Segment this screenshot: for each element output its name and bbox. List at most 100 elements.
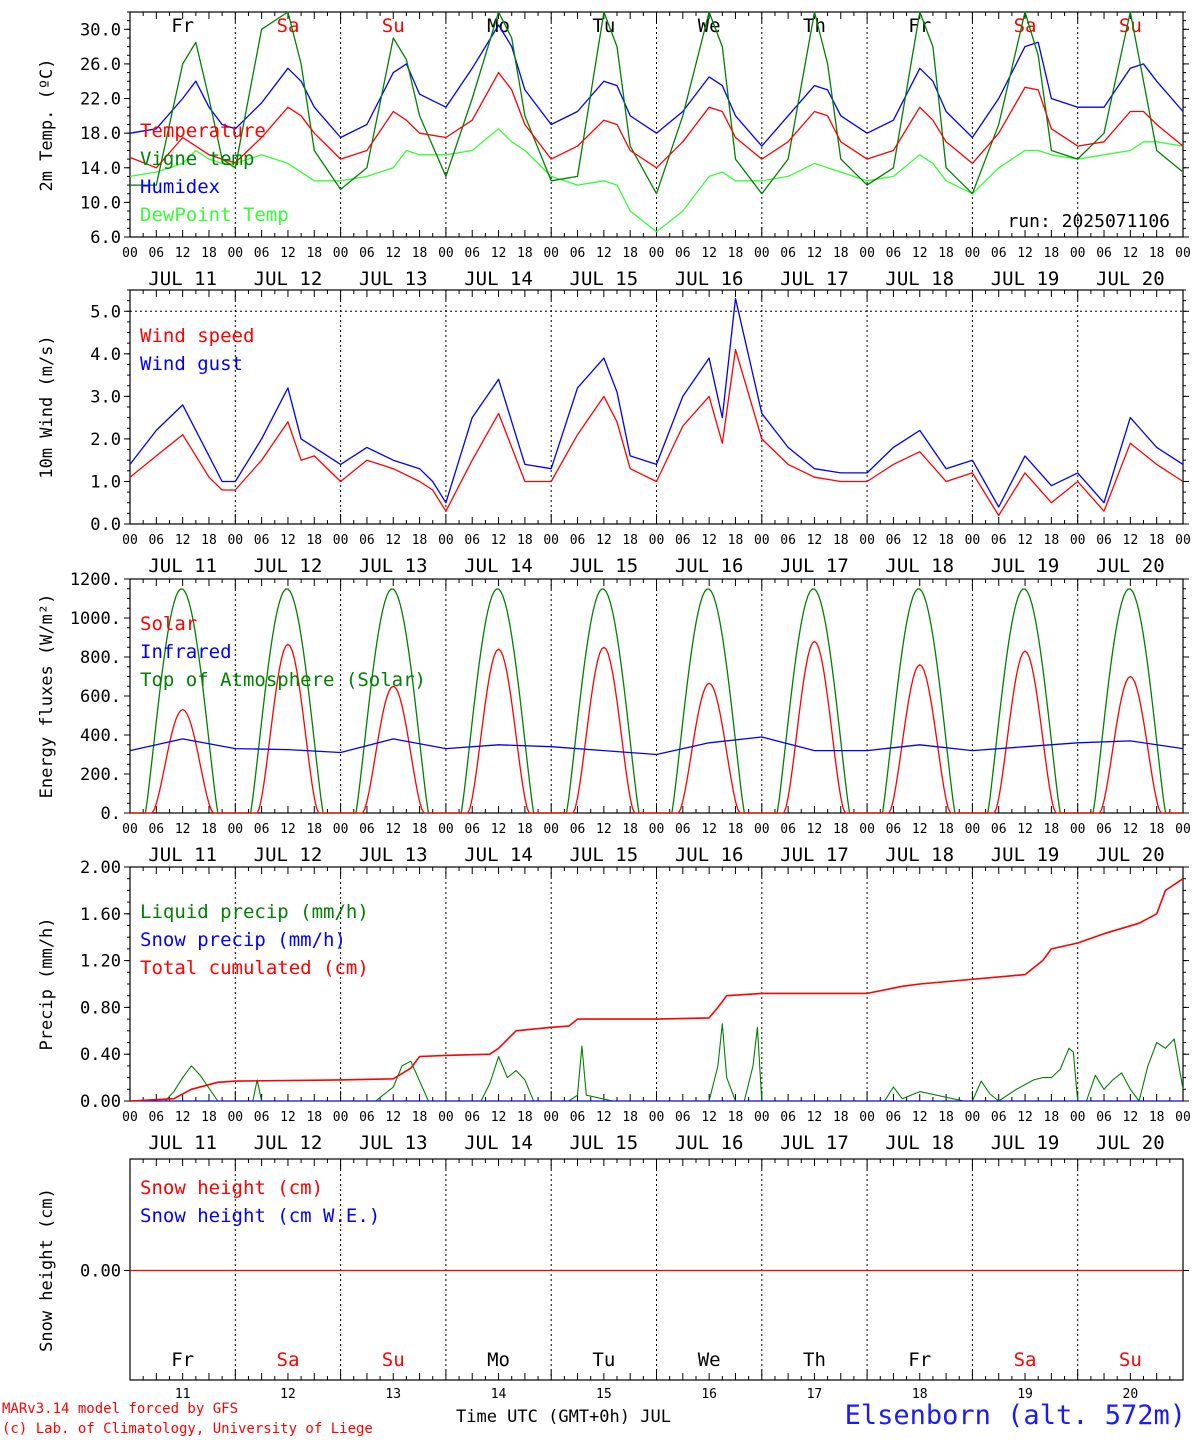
hour-tick-label: 18: [728, 822, 744, 837]
hour-tick-label: 06: [570, 246, 586, 261]
y-tick-label: 1.60: [80, 905, 121, 925]
hour-tick-label: 12: [491, 246, 507, 261]
hour-tick-label: 18: [201, 246, 217, 261]
hour-tick-label: 12: [807, 1110, 823, 1125]
hour-tick-label: 00: [543, 533, 559, 548]
hour-tick-label: 00: [227, 1110, 243, 1125]
hour-tick-label: 18: [412, 533, 428, 548]
y-tick-label: 600.: [80, 687, 121, 707]
date-label: JUL 18: [885, 555, 954, 577]
date-label: JUL 15: [570, 555, 639, 577]
date-label: JUL 12: [254, 844, 323, 866]
hour-tick-label: 00: [1175, 822, 1191, 837]
date-label: JUL 13: [359, 1132, 428, 1154]
hour-tick-label: 12: [280, 533, 296, 548]
date-label: JUL 20: [1096, 1132, 1165, 1154]
series-line-temperature: [129, 71, 1184, 169]
hour-tick-label: 12: [1017, 1110, 1033, 1125]
legend-infrared: Infrared: [140, 641, 232, 663]
hour-tick-label: 00: [122, 246, 138, 261]
day-label: We: [698, 1349, 721, 1371]
y-tick-label: 1200.: [70, 570, 121, 590]
legend-snow-height-cm-w-e: Snow height (cm W.E.): [140, 1205, 380, 1227]
date-label: JUL 15: [570, 268, 639, 290]
hour-tick-label: 18: [833, 246, 849, 261]
hour-tick-label: 06: [464, 822, 480, 837]
y-tick-label: 200.: [80, 765, 121, 785]
hour-tick-label: 18: [201, 533, 217, 548]
day-label: Sa: [277, 1349, 300, 1371]
hour-tick-label: 06: [886, 533, 902, 548]
hour-tick-label: 18: [1149, 1110, 1165, 1125]
y-tick-label: 18.0: [80, 124, 121, 144]
y-axis-label: Snow height (cm): [37, 1188, 57, 1352]
hour-tick-label: 12: [1123, 822, 1139, 837]
day-label: Su: [1119, 15, 1142, 37]
hour-tick-label: 06: [464, 533, 480, 548]
date-label: JUL 11: [148, 844, 217, 866]
hour-tick-label: 12: [175, 533, 191, 548]
date-label: JUL 17: [780, 555, 849, 577]
date-label: JUL 13: [359, 268, 428, 290]
hour-tick-label: 12: [912, 1110, 928, 1125]
hour-tick-label: 18: [938, 246, 954, 261]
date-label: JUL 17: [780, 268, 849, 290]
hour-tick-label: 06: [780, 533, 796, 548]
hour-tick-label: 18: [306, 246, 322, 261]
y-tick-label: 30.0: [80, 20, 121, 40]
hour-tick-label: 00: [333, 822, 349, 837]
hour-tick-label: 06: [991, 533, 1007, 548]
hour-tick-label: 12: [1123, 533, 1139, 548]
hour-tick-label: 12: [175, 246, 191, 261]
hour-tick-label: 00: [859, 246, 875, 261]
day-number-label: 18: [912, 1387, 928, 1402]
hour-tick-label: 18: [1044, 822, 1060, 837]
hour-tick-label: 12: [1017, 533, 1033, 548]
day-number-label: 12: [280, 1387, 296, 1402]
legend-temperature: Temperature: [140, 120, 266, 142]
hour-tick-label: 12: [280, 822, 296, 837]
hour-tick-label: 12: [807, 822, 823, 837]
panel-frame-3: Energy fluxes (W/m²) 0. 200. 400. 600. 800. 10…: [37, 570, 1189, 824]
hour-tick-label: 00: [965, 533, 981, 548]
date-label: JUL 20: [1096, 268, 1165, 290]
hour-tick-label: 12: [385, 533, 401, 548]
legend-dewpoint-temp: DewPoint Temp: [140, 204, 289, 226]
day-label: Sa: [1014, 1349, 1037, 1371]
hour-tick-label: 12: [807, 246, 823, 261]
hour-tick-label: 00: [122, 1110, 138, 1125]
date-label: JUL 13: [359, 555, 428, 577]
date-label: JUL 13: [359, 844, 428, 866]
y-tick-label: 14.0: [80, 159, 121, 179]
legend-snow-height-cm: Snow height (cm): [140, 1177, 323, 1199]
hour-tick-label: 12: [491, 1110, 507, 1125]
hour-tick-label: 06: [148, 533, 164, 548]
y-tick-label: 400.: [80, 726, 121, 746]
date-label: JUL 16: [675, 555, 744, 577]
y-tick-label: 0.00: [80, 1262, 121, 1282]
hour-tick-label: 12: [912, 533, 928, 548]
hour-tick-label: 12: [596, 533, 612, 548]
hour-tick-label: 12: [701, 1110, 717, 1125]
hour-tick-label: 12: [807, 533, 823, 548]
day-label: Mo: [487, 1349, 510, 1371]
hour-tick-label: 18: [1044, 533, 1060, 548]
hour-tick-label: 06: [675, 822, 691, 837]
hour-tick-label: 18: [517, 246, 533, 261]
day-label: Fr: [908, 1349, 931, 1371]
hour-tick-label: 18: [1149, 246, 1165, 261]
hour-tick-label: 06: [254, 1110, 270, 1125]
legend-snow-precip-mm-h: Snow precip (mm/h): [140, 929, 346, 951]
panel-frame-4: Precip (mm/h) 0.00 0.40 0.80 1.20 1.60 2.00: [37, 858, 1189, 1112]
hour-tick-label: 12: [175, 822, 191, 837]
date-label: JUL 20: [1096, 555, 1165, 577]
hour-tick-label: 18: [412, 1110, 428, 1125]
legend-total-cumulated-cm: Total cumulated (cm): [140, 957, 369, 979]
y-tick-label: 2.00: [80, 858, 121, 878]
hour-tick-label: 06: [464, 246, 480, 261]
date-label: JUL 16: [675, 1132, 744, 1154]
hour-tick-label: 00: [122, 533, 138, 548]
y-tick-label: 10.0: [80, 193, 121, 213]
day-label: Su: [1119, 1349, 1142, 1371]
